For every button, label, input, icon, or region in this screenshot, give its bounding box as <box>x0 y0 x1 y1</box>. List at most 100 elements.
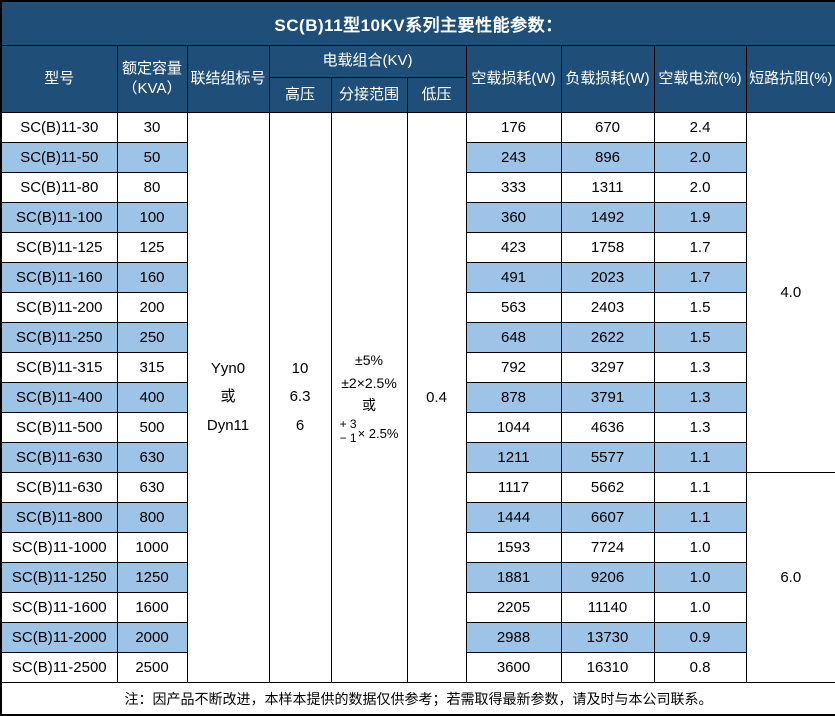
load-loss-cell: 1492 <box>560 202 655 233</box>
load-loss-cell: 2622 <box>560 322 655 353</box>
load-loss-cell: 2403 <box>560 292 655 323</box>
table-row: SC(B)11-80 80 333 1311 2.0 <box>0 172 835 203</box>
no-load-loss-cell: 176 <box>465 112 562 143</box>
no-load-loss-cell: 2205 <box>465 592 562 623</box>
tap-range-line: ±2×2.5% <box>341 374 397 391</box>
load-loss-cell: 896 <box>560 142 655 173</box>
capacity-cell: 630 <box>116 442 188 473</box>
impedance-cell: 4.0 <box>745 112 835 473</box>
no-load-current-cell: 1.3 <box>653 412 747 443</box>
model-cell: SC(B)11-630 <box>0 472 118 503</box>
model-cell: SC(B)11-50 <box>0 142 118 173</box>
no-load-loss-cell: 1444 <box>465 502 562 533</box>
capacity-cell: 1600 <box>116 592 188 623</box>
capacity-cell: 400 <box>116 382 188 413</box>
model-cell: SC(B)11-250 <box>0 322 118 353</box>
model-cell: SC(B)11-100 <box>0 202 118 233</box>
table-row: SC(B)11-100 100 360 1492 1.9 <box>0 202 835 233</box>
table-row: SC(B)11-400 400 878 3791 1.3 <box>0 382 835 413</box>
no-load-current-cell: 1.5 <box>653 322 747 353</box>
hv-cell-line: 6 <box>295 416 305 434</box>
table-row: SC(B)11-250 250 648 2622 1.5 <box>0 322 835 353</box>
vector-group-cell-line: Dyn11 <box>206 416 250 434</box>
model-cell: SC(B)11-800 <box>0 502 118 533</box>
load-loss-cell: 3297 <box>560 352 655 383</box>
no-load-current-cell: 1.7 <box>653 262 747 293</box>
no-load-current-cell: 1.1 <box>653 472 747 503</box>
load-loss-cell: 9206 <box>560 562 655 593</box>
no-load-current-cell: 1.3 <box>653 352 747 383</box>
capacity-cell: 500 <box>116 412 188 443</box>
table-row: SC(B)11-200 200 563 2403 1.5 <box>0 292 835 323</box>
col-header-impedance: 短路抗阻(%) <box>745 45 835 113</box>
capacity-cell: 2500 <box>116 652 188 683</box>
tap-range-cell: ±5% ±2×2.5% 或 + 3− 1 × 2.5% <box>330 112 408 683</box>
no-load-current-cell: 1.7 <box>653 232 747 263</box>
no-load-loss-cell: 1593 <box>465 532 562 563</box>
no-load-loss-cell: 243 <box>465 142 562 173</box>
table-row: SC(B)11-630 630 1211 5577 1.1 <box>0 442 835 473</box>
no-load-current-cell: 1.9 <box>653 202 747 233</box>
no-load-current-cell: 1.0 <box>653 562 747 593</box>
header-row-1: 型号 额定容量 （KVA） 联结组标号 电载组合(KV) 空载损耗(W) 负载损… <box>0 45 835 113</box>
no-load-loss-cell: 2988 <box>465 622 562 653</box>
no-load-loss-cell: 792 <box>465 352 562 383</box>
tap-range-stacked: + 3− 1 × 2.5% <box>332 417 406 446</box>
capacity-cell: 160 <box>116 262 188 293</box>
load-loss-cell: 670 <box>560 112 655 143</box>
no-load-current-cell: 1.5 <box>653 292 747 323</box>
page-title: SC(B)11型10KV系列主要性能参数： <box>0 0 835 46</box>
table-row: SC(B)11-2500 2500 3600 16310 0.8 <box>0 652 835 683</box>
col-header-tap-range: 分接范围 <box>330 77 408 113</box>
col-header-load-loss: 负载损耗(W) <box>560 45 655 113</box>
col-header-hv: 高压 <box>268 77 332 113</box>
tap-stacked-bottom: − 1 <box>339 431 357 446</box>
no-load-current-cell: 1.1 <box>653 442 747 473</box>
capacity-cell: 800 <box>116 502 188 533</box>
no-load-loss-cell: 1044 <box>465 412 562 443</box>
load-loss-cell: 1311 <box>560 172 655 203</box>
col-header-lv: 低压 <box>406 77 467 113</box>
col-header-vector-group: 联结组标号 <box>186 45 270 113</box>
load-loss-cell: 4636 <box>560 412 655 443</box>
no-load-current-cell: 2.0 <box>653 172 747 203</box>
no-load-loss-cell: 878 <box>465 382 562 413</box>
model-cell: SC(B)11-2500 <box>0 652 118 683</box>
capacity-cell: 30 <box>116 112 188 143</box>
col-header-voltage-combo: 电载组合(KV) <box>268 45 467 78</box>
model-cell: SC(B)11-500 <box>0 412 118 443</box>
capacity-cell: 1000 <box>116 532 188 563</box>
model-cell: SC(B)11-125 <box>0 232 118 263</box>
table-row: SC(B)11-630 630 1117 5662 1.1 6.0 <box>0 472 835 683</box>
model-cell: SC(B)11-200 <box>0 292 118 323</box>
load-loss-cell: 2023 <box>560 262 655 293</box>
no-load-loss-cell: 648 <box>465 322 562 353</box>
impedance-cell: 6.0 <box>745 472 835 683</box>
tap-range-line: ±5% <box>355 352 383 369</box>
load-loss-cell: 5577 <box>560 442 655 473</box>
no-load-current-cell: 1.1 <box>653 502 747 533</box>
no-load-current-cell: 2.4 <box>653 112 747 143</box>
tap-stacked-top: + 3 <box>339 417 357 432</box>
no-load-current-cell: 2.0 <box>653 142 747 173</box>
load-loss-cell: 3791 <box>560 382 655 413</box>
tap-stacked-suffix: × 2.5% <box>357 425 399 441</box>
model-cell: SC(B)11-400 <box>0 382 118 413</box>
vector-group-cell: Yyn0 或 Dyn11 <box>186 112 270 683</box>
no-load-current-cell: 1.0 <box>653 532 747 563</box>
capacity-cell: 80 <box>116 172 188 203</box>
hv-cell: 10 6.3 6 <box>268 112 332 683</box>
no-load-current-cell: 1.3 <box>653 382 747 413</box>
load-loss-cell: 13730 <box>560 622 655 653</box>
no-load-loss-cell: 360 <box>465 202 562 233</box>
col-header-no-load-current: 空载电流(%) <box>653 45 747 113</box>
hv-cell-line: 10 <box>291 359 309 377</box>
col-header-capacity: 额定容量 （KVA） <box>116 45 188 113</box>
no-load-loss-cell: 1881 <box>465 562 562 593</box>
no-load-current-cell: 1.0 <box>653 592 747 623</box>
header-row-2: 高压 分接范围 低压 <box>1 77 835 113</box>
capacity-cell: 200 <box>116 292 188 323</box>
capacity-cell: 250 <box>116 322 188 353</box>
footer-note: 注：因产品不断改进，本样本提供的数据仅供参考；若需取得最新参数，请及时与本公司联… <box>0 682 835 716</box>
no-load-loss-cell: 3600 <box>465 652 562 683</box>
